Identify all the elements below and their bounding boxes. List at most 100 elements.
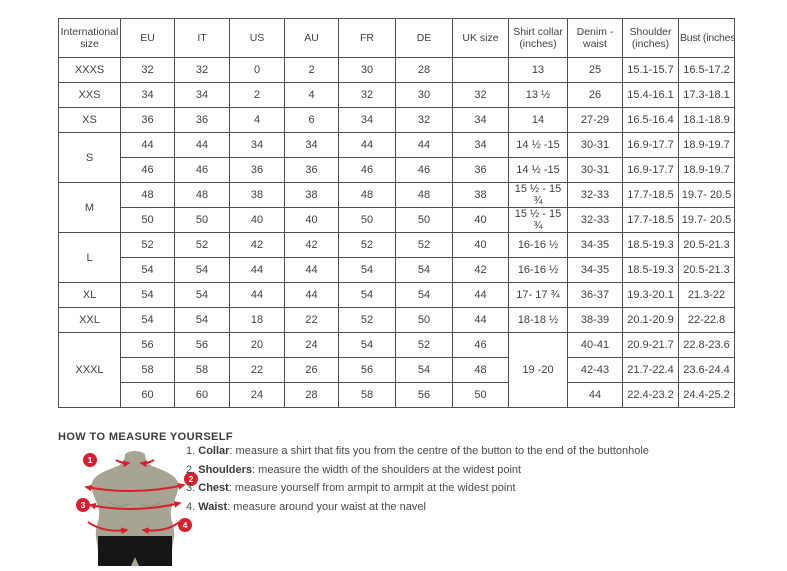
shoulders-measure-line xyxy=(84,483,186,492)
table-cell: 60 xyxy=(120,382,175,408)
table-cell: 44 xyxy=(229,257,285,283)
table-cell: 20.5-21.3 xyxy=(678,232,735,258)
shorts-shape xyxy=(98,536,172,566)
table-cell: 54 xyxy=(120,282,175,308)
table-cell: 17.3-18.1 xyxy=(678,82,735,108)
svg-text:2: 2 xyxy=(189,474,194,484)
svg-text:3: 3 xyxy=(81,500,86,510)
table-cell: 32 xyxy=(338,82,396,108)
table-cell: 50 xyxy=(338,207,396,233)
table-cell: 15.4-16.1 xyxy=(622,82,679,108)
table-cell: 28 xyxy=(395,57,453,83)
size-label-cell: M xyxy=(58,182,121,233)
table-cell: 34-35 xyxy=(567,232,623,258)
table-cell: 24 xyxy=(229,382,285,408)
table-cell: 52 xyxy=(120,232,175,258)
table-cell: 32 xyxy=(174,57,230,83)
table-row: L 52 52 42 42 52 52 40 16-16 ½ 34-35 18.5-19.3 20.5… xyxy=(58,232,735,283)
table-cell: 44 xyxy=(284,282,339,308)
table-cell: 54 xyxy=(395,282,453,308)
size-label-cell: XXXS xyxy=(58,57,121,83)
table-cell: 15 ½ - 15 ¾ xyxy=(508,182,568,208)
table-cell: 16.9-17.7 xyxy=(622,157,679,183)
size-label-cell: XXS xyxy=(58,82,121,108)
item-number: 2. xyxy=(186,463,196,476)
table-cell: 48 xyxy=(395,182,453,208)
table-cell: 56 xyxy=(120,332,175,358)
table-cell: 50 xyxy=(395,207,453,233)
table-row: M 48 48 38 38 48 48 38 15 ½ - 15 ¾ 32-33 17.7-18.5… xyxy=(58,182,735,233)
column-header: Shirt collar (inches) xyxy=(508,18,568,58)
table-row: XXL 54 54 18 22 52 50 44 18-18 ½ 38-39 20.1-20.9 22… xyxy=(58,307,735,333)
table-cell: 19.3-20.1 xyxy=(622,282,679,308)
table-cell: 34 xyxy=(174,82,230,108)
table-row: 58 58 22 26 56 54 48 42-43 21.7-22.4 23.6-24.4 xyxy=(59,357,735,383)
table-cell: 14 ½ -15 xyxy=(508,132,568,158)
table-cell: 19.7- 20.5 xyxy=(678,182,735,208)
table-row: 54 54 44 44 54 54 42 16-16 ½ 34-35 18.5-19.3 20.5-… xyxy=(59,257,735,283)
table-cell: 44 xyxy=(229,282,285,308)
table-cell: 34 xyxy=(338,107,396,133)
item-label: Shoulders xyxy=(198,463,253,476)
collar-measure-line xyxy=(115,459,131,468)
table-row: 46 46 36 36 46 46 36 14 ½ -15 30-31 16.9-17.7 18.9… xyxy=(59,157,735,183)
table-cell: 18-18 ½ xyxy=(508,307,568,333)
measure-item-chest: 3. Chest: measure yourself from armpit t… xyxy=(186,479,649,498)
table-cell: 58 xyxy=(120,357,175,383)
table-cell: 32 xyxy=(452,82,509,108)
table-cell: 34-35 xyxy=(567,257,623,283)
waist-measure-line xyxy=(87,521,129,535)
table-cell: 18.5-19.3 xyxy=(622,257,679,283)
table-cell: 30-31 xyxy=(567,132,623,158)
table-row: XXXL 56 56 20 24 54 52 46 19 -20 40-41 20.9-21.7 22… xyxy=(58,332,735,408)
column-header: Denim - waist xyxy=(567,18,623,58)
table-cell: 16-16 ½ xyxy=(508,232,568,258)
table-cell xyxy=(452,57,509,83)
table-cell: 38 xyxy=(452,182,509,208)
table-cell: 25 xyxy=(567,57,623,83)
table-cell: 18.1-18.9 xyxy=(678,107,735,133)
table-cell: 18.9-19.7 xyxy=(678,157,735,183)
item-label: Collar xyxy=(198,445,230,457)
table-row: XL 54 54 44 44 54 54 44 17- 17 ¾ 36-37 19.3-20.1 21… xyxy=(58,282,735,308)
table-cell: 20.1-20.9 xyxy=(622,307,679,333)
column-header: DE xyxy=(395,18,453,58)
torso-illustration: 1 2 3 4 xyxy=(76,451,198,566)
measurement-figure: 1 2 3 4 xyxy=(73,448,207,566)
column-header: UK size xyxy=(452,18,509,58)
table-cell: 44 xyxy=(284,257,339,283)
table-cell: 58 xyxy=(174,357,230,383)
table-cell: 17.7-18.5 xyxy=(622,182,679,208)
table-cell: 54 xyxy=(338,282,396,308)
table-cell: 4 xyxy=(284,82,339,108)
measure-item-collar: 1. Collar: measure a shirt that fits you… xyxy=(186,442,649,461)
table-cell: 56 xyxy=(174,332,230,358)
table-cell: 16-16 ½ xyxy=(508,257,568,283)
size-label-cell: L xyxy=(58,232,121,283)
table-cell: 44 xyxy=(567,382,623,408)
table-cell: 22.4-23.2 xyxy=(622,382,679,408)
table-cell: 36 xyxy=(452,157,509,183)
table-cell: 44 xyxy=(452,307,509,333)
table-cell: 21.7-22.4 xyxy=(622,357,679,383)
table-cell: 44 xyxy=(120,132,175,158)
table-cell: 22 xyxy=(284,307,339,333)
item-number: 1. xyxy=(186,445,196,457)
table-cell: 32 xyxy=(120,57,175,83)
table-cell: 54 xyxy=(120,257,175,283)
table-cell: 36 xyxy=(120,107,175,133)
measure-item-shoulders: 2. Shoulders: measure the width of the s… xyxy=(186,461,649,480)
table-cell: 17- 17 ¾ xyxy=(508,282,568,308)
table-row: XS 36 36 4 6 34 32 34 14 27-29 16.5-16.4 18.1-18.9 xyxy=(58,107,735,133)
table-cell: 18.9-19.7 xyxy=(678,132,735,158)
size-label-cell: XL xyxy=(58,282,121,308)
marker-3: 3 xyxy=(76,498,90,512)
table-cell: 36-37 xyxy=(567,282,623,308)
table-cell: 54 xyxy=(395,357,453,383)
table-cell: 40 xyxy=(452,232,509,258)
table-cell: 20 xyxy=(229,332,285,358)
size-label-cell: XS xyxy=(58,107,121,133)
table-cell: 42 xyxy=(284,232,339,258)
table-cell: 46 xyxy=(120,157,175,183)
table-cell: 17.7-18.5 xyxy=(622,207,679,233)
